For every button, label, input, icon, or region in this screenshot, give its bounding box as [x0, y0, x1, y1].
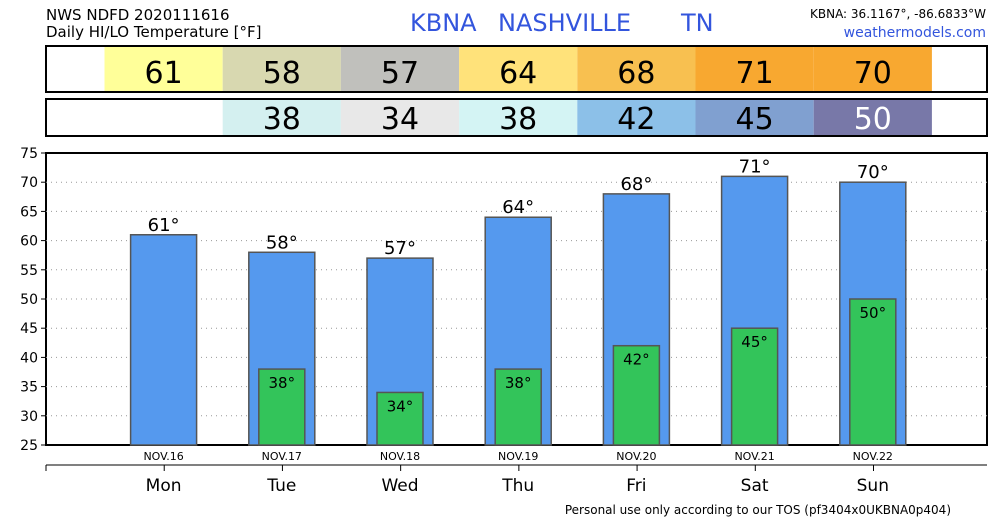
lo-table-value: 50: [854, 102, 892, 137]
station-state: TN: [680, 9, 714, 37]
plot-area: 25 30 35 40 45 50 55 60 65 70 75 61° 58° 57° 64° 68° 71…: [20, 146, 988, 496]
lo-bar: [849, 298, 897, 446]
hi-table-value: 57: [381, 56, 419, 91]
hi-table-value: 64: [499, 56, 537, 91]
site-link[interactable]: weathermodels.com: [844, 25, 986, 41]
y-tick-label: 55: [20, 263, 38, 279]
x-day-label: Mon: [146, 476, 182, 496]
lo-bar-label: 50°: [860, 304, 887, 322]
hi-bar-label: 70°: [857, 162, 889, 183]
lo-bar-label: 38°: [505, 374, 532, 392]
station-city: NASHVILLE: [498, 9, 631, 37]
hi-table-value: 71: [736, 56, 774, 91]
y-tick-label: 70: [20, 175, 38, 191]
hi-table-value: 68: [617, 56, 655, 91]
y-tick-label: 40: [20, 350, 38, 366]
station-code: KBNA: [410, 9, 477, 37]
y-tick-label: 50: [20, 292, 38, 308]
hi-bar-label: 61°: [148, 215, 180, 236]
lo-table-cell: [813, 100, 932, 135]
hi-table-cell: [104, 47, 223, 91]
y-axis: 25 30 35 40 45 50 55 60 65 70 75: [20, 146, 46, 454]
lo-table-value: 38: [499, 102, 537, 137]
lo-table-cell: [340, 100, 460, 135]
x-date-label: NOV.22: [853, 450, 893, 463]
hi-table-cell: [813, 47, 932, 91]
y-tick-label: 35: [20, 380, 38, 396]
hi-temperature-table: 61 58 57 64 68 71 70: [45, 45, 988, 93]
hi-bar-label: 71°: [739, 156, 771, 177]
product-title: NWS NDFD 2020111616: [46, 6, 230, 24]
lo-table-value: 34: [381, 102, 419, 137]
x-day-label: Sat: [741, 476, 769, 496]
x-date-label: NOV.20: [616, 450, 656, 463]
lo-bar: [376, 391, 424, 446]
x-date-label: NOV.21: [734, 450, 774, 463]
lo-bar-label: 42°: [623, 351, 650, 369]
hi-bar-label: 64°: [502, 197, 534, 218]
hi-table-value: 70: [854, 56, 892, 91]
hi-table-cell: [577, 47, 696, 91]
product-subtitle: Daily HI/LO Temperature [°F]: [46, 23, 262, 41]
hi-bar: [129, 234, 198, 446]
lo-bar: [494, 368, 542, 446]
hi-table-cell: [459, 47, 578, 91]
x-day-label: Thu: [501, 476, 534, 496]
y-tick-label: 30: [20, 409, 38, 425]
hi-table-value: 58: [263, 56, 301, 91]
lo-bar-label: 38°: [269, 374, 296, 392]
hi-bar-label: 57°: [384, 238, 416, 259]
lo-bar: [258, 368, 306, 446]
lo-bar: [612, 344, 661, 446]
lo-bar-label: 45°: [741, 333, 768, 351]
hi-table-value: 61: [145, 56, 183, 91]
lo-table-cell: [222, 100, 341, 135]
y-tick-label: 45: [20, 321, 38, 337]
lo-table-value: 38: [263, 102, 301, 137]
lo-table-value: 42: [617, 102, 655, 137]
lo-table-cell: [577, 100, 696, 135]
x-day-label: Tue: [266, 476, 296, 496]
x-day-label: Wed: [381, 476, 418, 496]
x-axis: NOV.16 Mon NOV.17 Tue NOV.18 Wed NOV.19 Thu NOV.…: [45, 450, 987, 496]
lo-table-cell: [459, 100, 578, 135]
x-date-label: NOV.17: [262, 450, 302, 463]
lo-temperature-table: 38 34 38 42 45 50: [45, 98, 988, 137]
x-date-label: NOV.18: [380, 450, 420, 463]
hi-bar-label: 58°: [266, 232, 298, 253]
station-coordinates: KBNA: 36.1167°, -86.6833°W: [810, 7, 986, 21]
y-tick-label: 60: [20, 234, 38, 250]
y-tick-label: 65: [20, 204, 38, 220]
tos-notice: Personal use only according to our TOS (…: [565, 503, 951, 517]
x-day-label: Fri: [626, 476, 646, 496]
bars: 61° 58° 57° 64° 68° 71° 70° 38° 34° 38° 42° 45° 50°: [129, 156, 907, 446]
lo-table-cell: [695, 100, 814, 135]
lo-table-value: 45: [736, 102, 774, 137]
y-tick-label: 75: [20, 146, 38, 162]
hi-table-cell: [340, 47, 460, 91]
hi-table-cell: [222, 47, 341, 91]
x-date-label: NOV.16: [143, 450, 183, 463]
hi-bar-label: 68°: [620, 174, 652, 195]
lo-bar: [730, 327, 779, 446]
hi-table-cell: [695, 47, 814, 91]
x-date-label: NOV.19: [498, 450, 538, 463]
lo-bar-label: 34°: [387, 397, 414, 415]
x-day-label: Sun: [857, 476, 889, 496]
y-tick-label: 25: [20, 438, 38, 454]
